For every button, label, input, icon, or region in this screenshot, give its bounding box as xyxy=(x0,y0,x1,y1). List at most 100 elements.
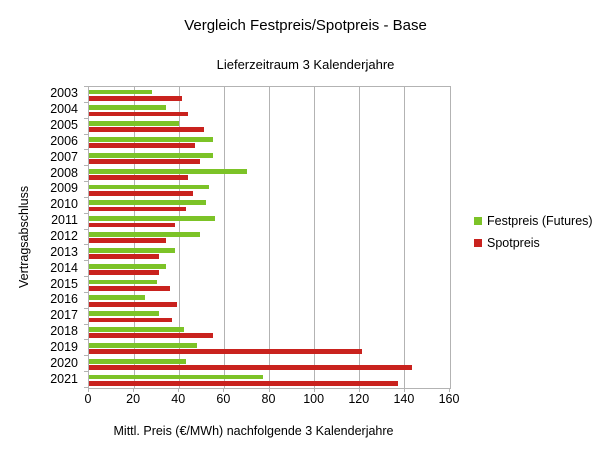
bar-spotpreis-2005 xyxy=(89,127,205,133)
bar-festpreis-2007 xyxy=(89,152,214,158)
legend-label: Festpreis (Futures) xyxy=(487,214,593,228)
bar-festpreis-2021 xyxy=(89,374,263,380)
legend-label: Spotpreis xyxy=(487,236,540,250)
x-tick-label-40: 40 xyxy=(171,392,186,406)
bar-spotpreis-2006 xyxy=(89,143,196,149)
x-axis-tick xyxy=(88,388,89,392)
bar-spotpreis-2013 xyxy=(89,254,159,260)
gridline-x-20 xyxy=(133,87,135,388)
y-axis-tick xyxy=(84,307,88,309)
bar-spotpreis-2018 xyxy=(89,333,214,339)
bar-festpreis-2018 xyxy=(89,327,184,332)
gridline-x-140 xyxy=(404,87,406,388)
y-axis-tick xyxy=(84,196,88,198)
gridline-x-40 xyxy=(178,87,180,388)
bar-festpreis-2013 xyxy=(89,247,175,253)
y-axis-tick xyxy=(84,212,88,214)
plot-area xyxy=(88,86,451,389)
bar-spotpreis-2014 xyxy=(89,270,159,275)
y-axis-tick xyxy=(84,260,88,262)
bar-spotpreis-2011 xyxy=(89,222,175,228)
chart-subtitle: Lieferzeitraum 3 Kalenderjahre xyxy=(216,57,395,72)
bar-festpreis-2005 xyxy=(89,121,180,126)
y-axis-tick xyxy=(84,291,88,293)
bar-festpreis-2006 xyxy=(89,137,214,142)
bar-festpreis-2009 xyxy=(89,184,209,190)
year-label-2003: 2003 xyxy=(50,86,78,101)
year-label-2010: 2010 xyxy=(50,197,78,212)
year-label-2004: 2004 xyxy=(50,102,78,117)
y-axis-tick xyxy=(84,276,88,278)
year-label-2011: 2011 xyxy=(51,213,78,228)
bar-spotpreis-2019 xyxy=(89,349,362,355)
year-label-2018: 2018 xyxy=(50,324,78,339)
bar-spotpreis-2017 xyxy=(89,317,173,323)
year-label-2012: 2012 xyxy=(50,229,78,243)
chart-title: Vergleich Festpreis/Spotpreis - Base xyxy=(184,17,427,34)
bar-festpreis-2019 xyxy=(89,342,198,348)
x-tick-label-0: 0 xyxy=(84,392,92,406)
y-axis-tick xyxy=(84,117,88,119)
bar-festpreis-2004 xyxy=(89,105,166,111)
y-axis-tick xyxy=(84,244,88,246)
gridline-x-60 xyxy=(223,87,225,388)
bar-spotpreis-2021 xyxy=(89,380,399,386)
gridline-x-100 xyxy=(314,87,316,388)
y-axis-tick xyxy=(84,181,88,183)
bar-spotpreis-2016 xyxy=(89,301,177,307)
x-axis-title: Mittl. Preis (€/MWh) nachfolgende 3 Kale… xyxy=(113,424,394,438)
year-label-2016: 2016 xyxy=(50,292,78,307)
x-tick-label-100: 100 xyxy=(303,392,325,406)
x-tick-label-140: 140 xyxy=(393,392,415,406)
year-label-2009: 2009 xyxy=(50,181,78,196)
x-tick-label-20: 20 xyxy=(126,392,141,406)
bar-festpreis-2016 xyxy=(89,295,146,301)
bar-spotpreis-2003 xyxy=(89,95,182,101)
x-axis-tick xyxy=(133,388,135,392)
year-label-2006: 2006 xyxy=(50,133,78,148)
bar-festpreis-2012 xyxy=(89,232,200,237)
gridline-x-80 xyxy=(269,87,270,388)
year-label-2005: 2005 xyxy=(50,118,78,133)
x-axis-tick xyxy=(403,388,405,392)
y-axis-tick xyxy=(84,149,88,151)
y-axis-tick xyxy=(84,133,88,135)
bar-spotpreis-2015 xyxy=(89,285,171,291)
bar-spotpreis-2010 xyxy=(89,206,187,212)
y-axis-tick xyxy=(84,86,88,87)
x-tick-label-160: 160 xyxy=(438,392,460,406)
x-tick-label-80: 80 xyxy=(261,392,276,406)
bar-festpreis-2003 xyxy=(89,89,153,95)
y-axis-tick xyxy=(84,165,88,167)
x-axis-tick xyxy=(449,388,450,392)
year-label-2008: 2008 xyxy=(50,165,78,180)
x-tick-label-120: 120 xyxy=(348,392,370,406)
legend-item-festpreis: Festpreis (Futures) xyxy=(474,210,593,232)
bar-festpreis-2010 xyxy=(89,200,207,206)
year-label-2015: 2015 xyxy=(50,276,78,291)
year-label-2007: 2007 xyxy=(50,149,78,164)
bar-festpreis-2008 xyxy=(89,168,247,174)
gridline-x-120 xyxy=(359,87,361,388)
year-label-2021: 2021 xyxy=(50,371,78,386)
y-axis-tick xyxy=(84,101,88,103)
legend: Festpreis (Futures) Spotpreis xyxy=(474,210,593,254)
bar-spotpreis-2012 xyxy=(89,238,166,244)
legend-swatch-icon xyxy=(474,239,482,247)
year-label-2019: 2019 xyxy=(50,339,78,354)
x-axis-tick xyxy=(178,388,180,392)
y-axis-tick xyxy=(84,339,88,341)
bar-spotpreis-2009 xyxy=(89,190,193,196)
bar-spotpreis-2008 xyxy=(89,175,189,180)
year-label-2020: 2020 xyxy=(50,355,78,370)
bar-spotpreis-2007 xyxy=(89,159,200,164)
legend-item-spotpreis: Spotpreis xyxy=(474,232,593,254)
bar-spotpreis-2004 xyxy=(89,111,189,117)
year-label-2014: 2014 xyxy=(50,260,78,275)
year-label-2013: 2013 xyxy=(50,244,78,259)
y-axis-tick xyxy=(84,387,88,388)
bar-festpreis-2015 xyxy=(89,279,157,285)
bar-festpreis-2020 xyxy=(89,358,187,364)
x-tick-label-60: 60 xyxy=(216,392,231,406)
